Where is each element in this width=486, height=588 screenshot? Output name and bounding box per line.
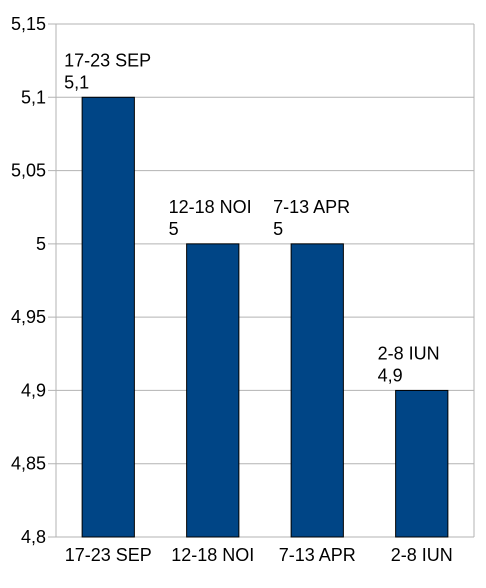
data-label-category: 2-8 IUN — [378, 343, 440, 363]
bar — [186, 243, 240, 538]
x-axis-categories: 17-23 SEP 12-18 NOI 7-13 APR 2-8 IUN — [65, 545, 453, 565]
y-tick-label: 4,9 — [21, 380, 46, 400]
bar — [395, 389, 449, 538]
bar — [81, 96, 135, 538]
x-category-label: 7-13 APR — [279, 545, 356, 565]
x-category-label: 12-18 NOI — [171, 545, 254, 565]
data-label-value: 5 — [273, 219, 283, 239]
bar — [290, 243, 344, 538]
data-label-value: 5,1 — [64, 72, 89, 92]
y-tick-label: 5 — [36, 234, 46, 254]
y-tick-label: 4,95 — [11, 307, 46, 327]
x-category-label: 17-23 SEP — [65, 545, 152, 565]
y-tick-label: 5,1 — [21, 87, 46, 107]
data-label-category: 7-13 APR — [273, 197, 350, 217]
bars — [81, 96, 449, 538]
y-tick-label: 5,15 — [11, 14, 46, 34]
data-label-category: 17-23 SEP — [64, 50, 151, 70]
y-tick-label: 5,05 — [11, 161, 46, 181]
y-axis-ticks: 4,8 4,85 4,9 4,95 5 5,05 5,1 5,15 — [11, 14, 46, 547]
data-label-category: 12-18 NOI — [169, 197, 252, 217]
y-tick-label: 4,8 — [21, 527, 46, 547]
y-tick-label: 4,85 — [11, 454, 46, 474]
data-label-value: 4,9 — [378, 365, 403, 385]
x-category-label: 2-8 IUN — [391, 545, 453, 565]
data-label-value: 5 — [169, 219, 179, 239]
